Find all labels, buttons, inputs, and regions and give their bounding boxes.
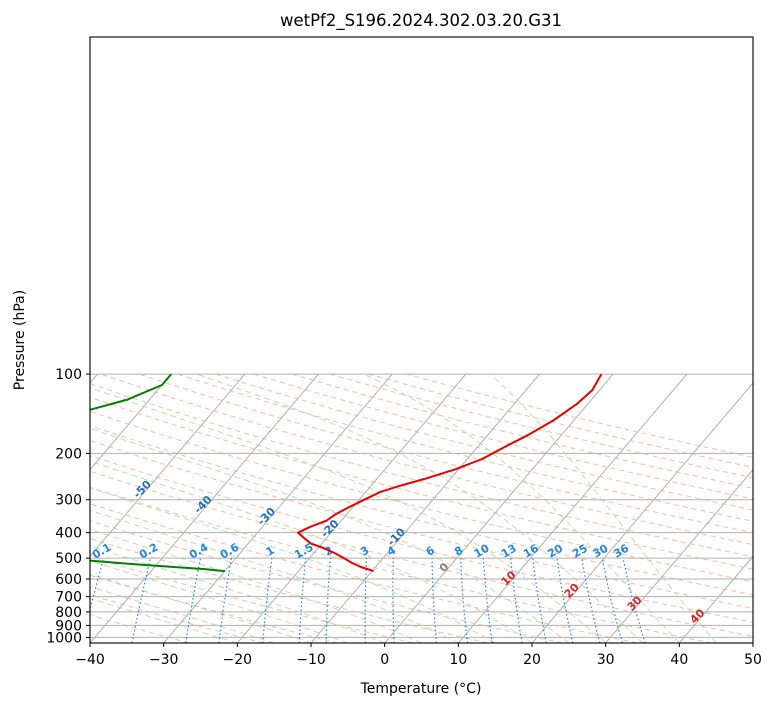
dry-adiabat	[90, 410, 753, 583]
dry-adiabat	[329, 373, 753, 479]
dry-adiabat	[215, 373, 753, 511]
x-tick-label: −20	[223, 652, 253, 668]
moist-adiabat	[90, 586, 275, 643]
mixing-ratio-line	[601, 558, 623, 643]
y-tick-label: 700	[55, 590, 82, 606]
isotherm-gridline	[310, 373, 540, 643]
dry-adiabat	[90, 486, 712, 643]
moist-adiabat	[90, 597, 238, 643]
isotherm-gridline	[605, 468, 753, 643]
y-tick-label: 900	[55, 618, 82, 634]
dry-adiabat	[90, 503, 638, 643]
x-axis-label: Temperature (°C)	[360, 681, 482, 697]
moist-adiabat	[90, 509, 459, 643]
isotherm-gridline	[457, 373, 688, 643]
mixing-ratio-line	[185, 558, 202, 643]
isotherm-gridline	[384, 373, 614, 643]
moist-adiabat	[90, 427, 570, 643]
isotherm-label: -30	[255, 505, 278, 528]
dry-adiabat	[90, 556, 414, 643]
moist-adiabat	[90, 460, 533, 643]
series-lines	[90, 373, 603, 573]
y-tick-label: 500	[55, 551, 82, 567]
moist-adiabat	[90, 487, 496, 643]
y-tick-label: 200	[55, 446, 82, 462]
moist-adiabat	[363, 373, 680, 643]
moist-adiabat	[490, 373, 717, 643]
mixing-ratio-line	[364, 558, 368, 643]
x-tick-label: 10	[449, 652, 467, 668]
isotherm-gridline	[90, 373, 246, 558]
x-tick-label: 40	[670, 652, 688, 668]
x-axis: −40 −30 −20 −10 0 10 20 30 40 50	[75, 643, 762, 668]
mixing-ratio-line	[532, 558, 547, 643]
y-tick-label: 1000	[46, 630, 82, 646]
moist-adiabat	[196, 373, 643, 643]
isotherm-gridline	[90, 373, 172, 471]
x-tick-label: 50	[744, 652, 762, 668]
mixing-ratio-line	[392, 558, 395, 643]
dry-adiabat	[90, 439, 753, 609]
mixing-ratio-label: 1	[264, 544, 277, 559]
isotherm-label: -20	[318, 517, 341, 540]
dry-adiabat	[100, 373, 753, 546]
dry-adiabat	[139, 373, 753, 534]
mixing-ratio-label: 8	[452, 544, 465, 559]
isotherm-gridline	[531, 382, 753, 643]
y-tick-label: 100	[55, 367, 82, 383]
x-tick-label: −10	[296, 652, 326, 668]
isotherm-gridline	[163, 373, 393, 643]
mixing-ratio-line	[581, 558, 601, 643]
mixing-ratio-line	[622, 558, 646, 643]
x-tick-label: 0	[380, 652, 389, 668]
chart-grid	[0, 373, 753, 643]
chart-title: wetPf2_S196.2024.302.03.20.G31	[280, 11, 562, 31]
dry-adiabat	[253, 373, 753, 500]
moist-adiabat	[90, 528, 422, 643]
dry-adiabat	[90, 614, 189, 643]
dry-adiabat	[90, 594, 264, 643]
moist-adiabat	[90, 545, 385, 643]
x-tick-label: 30	[597, 652, 615, 668]
x-tick-label: −40	[75, 652, 105, 668]
y-axis-label: Pressure (hPa)	[12, 290, 28, 390]
y-tick-label: 300	[55, 493, 82, 509]
y-tick-label: 800	[55, 605, 82, 621]
mixing-ratio-line	[482, 558, 493, 643]
y-tick-label: 400	[55, 526, 82, 542]
isotherm-gridline	[0, 374, 24, 643]
x-tick-label: −30	[149, 652, 179, 668]
dry-adiabat	[90, 455, 753, 623]
dry-adiabat	[90, 425, 753, 596]
temperature-line	[297, 373, 603, 573]
mixing-ratio-line	[298, 558, 307, 643]
dry-adiabat	[90, 470, 753, 638]
mixing-ratio-label: 6	[424, 543, 437, 558]
isotherm-gridline	[236, 373, 467, 643]
isotherm-gridline	[752, 642, 753, 643]
plot-frame	[89, 36, 754, 644]
isotherm-label: -40	[191, 493, 214, 516]
isotherm-gridline	[678, 555, 753, 643]
moist-adiabat	[90, 573, 312, 643]
moist-adiabat	[90, 387, 606, 643]
y-tick-label: 600	[55, 572, 82, 588]
dry-adiabat	[90, 537, 488, 643]
isotherm-gridline	[90, 373, 98, 384]
background-lines	[90, 373, 753, 643]
x-tick-label: 20	[523, 652, 541, 668]
moist-adiabat	[90, 560, 348, 643]
dry-adiabat	[90, 574, 339, 643]
